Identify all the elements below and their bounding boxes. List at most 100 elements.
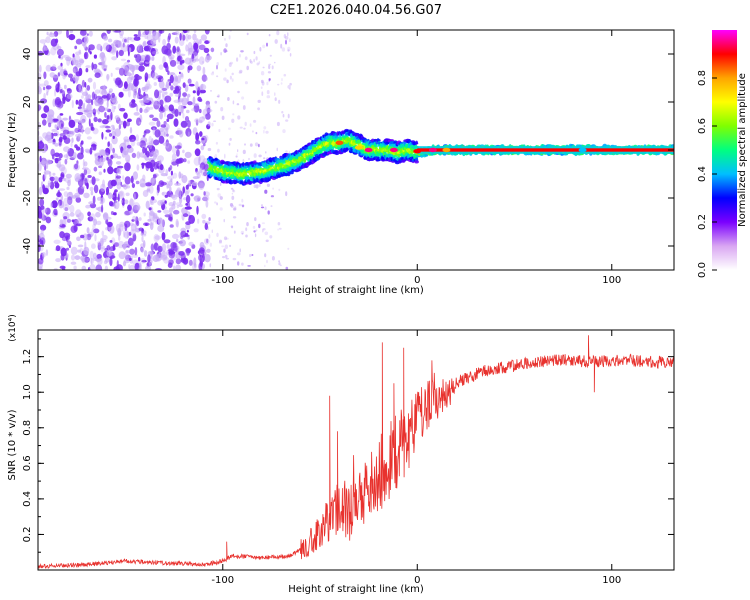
noise-blob — [80, 114, 87, 124]
noise-blob — [50, 46, 57, 56]
spectrogram-x-axis-label: Height of straight line (km) — [288, 285, 424, 296]
noise-blob — [66, 88, 71, 92]
noise-blob — [54, 152, 60, 158]
noise-blob — [118, 123, 122, 130]
noise-blob — [40, 205, 45, 210]
sparse-speckle — [224, 244, 228, 250]
noise-blob — [122, 120, 127, 129]
sparse-speckle — [270, 205, 273, 208]
noise-blob — [52, 75, 60, 79]
noise-blob — [202, 66, 206, 76]
noise-blob — [104, 147, 111, 156]
sparse-speckle — [280, 43, 283, 49]
noise-blob — [112, 99, 118, 105]
noise-blob — [186, 120, 191, 128]
noise-blob — [78, 99, 83, 107]
signal-peak-point — [335, 140, 344, 145]
snr-frame — [37, 329, 675, 571]
noise-blob — [59, 265, 66, 269]
noise-blob — [163, 256, 170, 264]
noise-blob — [134, 246, 138, 256]
noise-blob — [50, 202, 53, 208]
noise-blob — [138, 65, 145, 72]
noise-blob — [97, 118, 102, 123]
noise-blob — [153, 100, 158, 106]
noise-blob — [164, 200, 167, 204]
sparse-speckle — [266, 90, 270, 95]
noise-blob — [161, 243, 167, 253]
noise-blob — [178, 204, 183, 208]
noise-blob — [192, 96, 196, 105]
noise-blob — [179, 195, 183, 205]
sparse-speckle — [277, 228, 279, 231]
noise-blob — [39, 83, 46, 87]
colorbar-tick-label: 0.0 — [697, 262, 708, 278]
noise-blob — [91, 243, 96, 249]
noise-blob — [199, 256, 202, 264]
noise-blob — [188, 47, 193, 56]
colorbar-tick-label: 0.2 — [697, 214, 708, 230]
sparse-speckle — [253, 119, 257, 123]
noise-blob — [157, 225, 165, 232]
noise-blob — [178, 171, 182, 179]
sparse-speckle — [257, 107, 260, 111]
noise-blob — [198, 56, 205, 65]
sparse-speckle — [246, 65, 249, 71]
sparse-speckle — [214, 201, 217, 204]
noise-blob — [65, 56, 72, 62]
sparse-speckle — [222, 256, 225, 259]
noise-blob — [69, 204, 75, 214]
signal-point — [330, 146, 335, 150]
noise-blob — [123, 67, 130, 76]
noise-blob — [199, 108, 202, 114]
sparse-speckle — [230, 187, 234, 190]
noise-blob — [67, 240, 72, 247]
noise-blob — [66, 30, 69, 39]
noise-blob — [203, 171, 208, 177]
noise-blob — [135, 180, 140, 185]
noise-blob — [157, 155, 164, 163]
noise-blob — [73, 265, 77, 270]
noise-blob — [48, 122, 52, 128]
noise-blob — [202, 219, 206, 224]
noise-blob — [69, 30, 73, 34]
noise-blob — [182, 34, 186, 41]
noise-blob — [63, 232, 71, 238]
noise-blob — [159, 112, 164, 120]
noise-blob — [102, 235, 108, 240]
noise-blob — [192, 102, 200, 107]
sparse-speckle — [263, 157, 266, 160]
noise-blob — [144, 54, 151, 63]
noise-blob — [62, 54, 70, 58]
noise-blob — [89, 213, 96, 222]
sparse-speckle — [278, 227, 282, 230]
noise-blob — [153, 161, 158, 170]
noise-blob — [75, 71, 82, 77]
noise-blob — [178, 129, 184, 138]
noise-blob — [58, 140, 62, 146]
noise-blob — [137, 43, 143, 53]
noise-blob — [74, 144, 78, 149]
noise-blob — [146, 80, 151, 89]
sparse-speckle — [232, 188, 235, 192]
noise-blob — [182, 82, 186, 88]
noise-blob — [142, 146, 146, 154]
noise-blob — [85, 68, 89, 73]
noise-blob — [93, 54, 97, 59]
noise-blob — [105, 129, 112, 133]
noise-blob — [80, 172, 85, 180]
noise-blob — [200, 34, 207, 41]
noise-blob — [110, 127, 116, 132]
noise-blob — [195, 168, 198, 173]
noise-blob — [184, 151, 192, 159]
noise-blob — [193, 157, 201, 166]
sparse-speckle — [232, 257, 237, 261]
noise-blob — [138, 261, 142, 270]
noise-blob — [63, 146, 70, 153]
sparse-speckle — [231, 78, 234, 82]
noise-blob — [167, 70, 170, 75]
sparse-speckle — [276, 147, 278, 152]
noise-blob — [77, 123, 83, 130]
